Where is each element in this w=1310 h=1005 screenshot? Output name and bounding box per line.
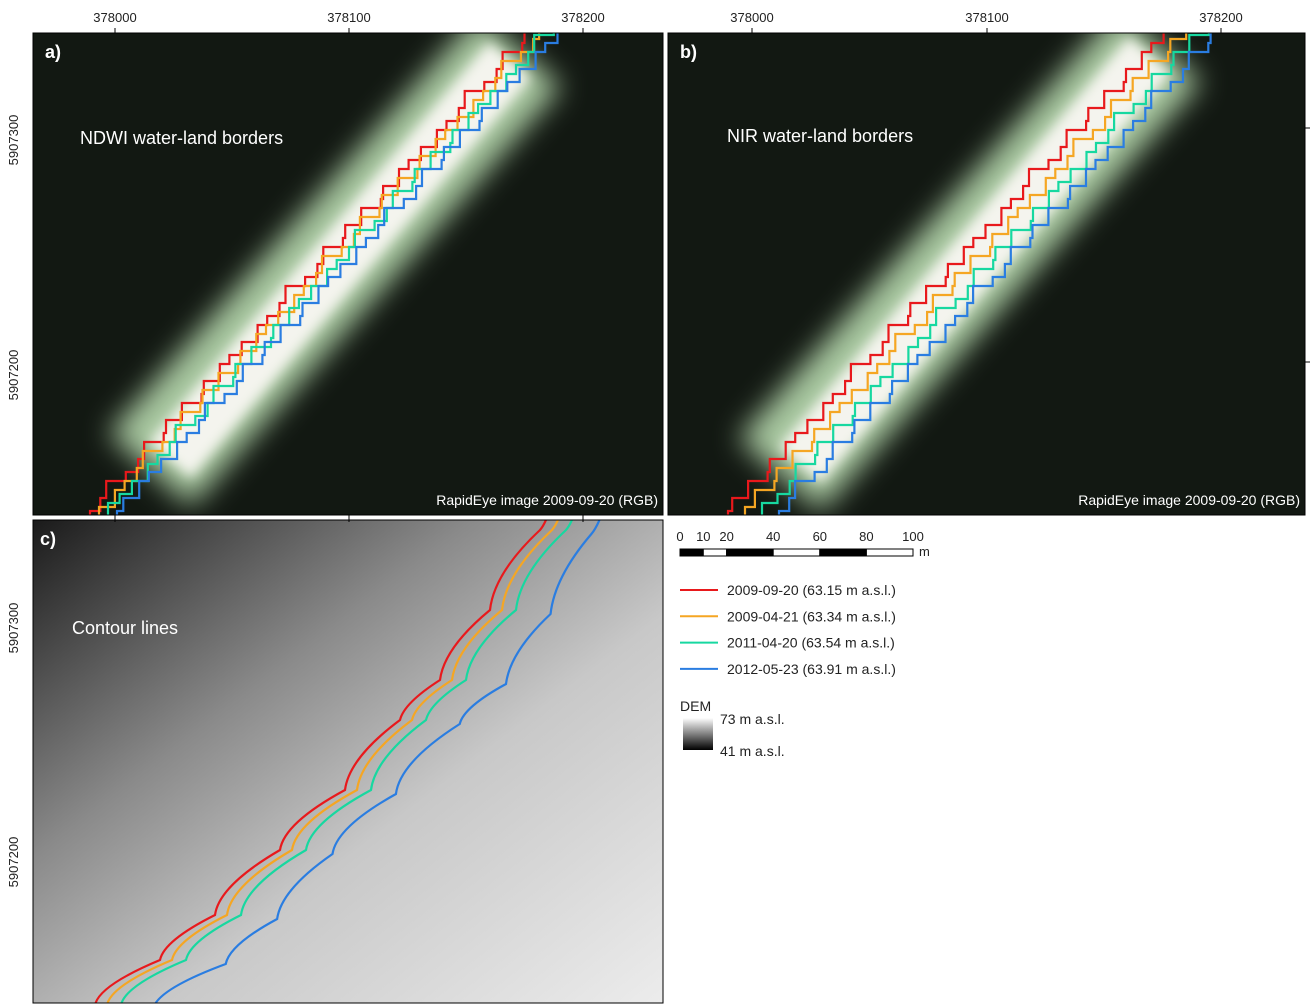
contour-line [120, 520, 574, 1003]
dem-ramp [683, 718, 713, 750]
y-coordinate-label: 5907300 [6, 115, 21, 166]
panel-frame [32, 519, 664, 1004]
scale-label: 0 [676, 529, 683, 544]
scale-label: 100 [902, 529, 924, 544]
image-credit: RapidEye image 2009-09-20 (RGB) [1078, 492, 1300, 508]
scale-unit: m [919, 544, 930, 559]
panel-frame [32, 32, 664, 516]
panel-c-image [33, 520, 663, 1003]
scale-label: 60 [813, 529, 827, 544]
panel-title: Contour lines [72, 618, 178, 638]
contour-line [106, 520, 560, 1003]
border-line [743, 33, 1188, 515]
legend-label: 2011-04-20 (63.54 m a.s.l.) [727, 635, 895, 651]
x-coordinate-label: 378000 [93, 10, 136, 25]
dem-low: 41 m a.s.l. [720, 743, 785, 759]
border-line [115, 33, 559, 515]
scale-label: 80 [859, 529, 873, 544]
panel-a-image [33, 33, 663, 515]
legend-label: 2012-05-23 (63.91 m a.s.l.) [727, 661, 896, 677]
scale-segment [702, 548, 728, 557]
panel-b-image [668, 33, 1305, 515]
panel-label: b) [680, 42, 697, 62]
x-coordinate-label: 378100 [965, 10, 1008, 25]
scale-segment [679, 548, 704, 557]
legend-label: 2009-04-21 (63.34 m a.s.l.) [727, 608, 896, 624]
legend-label: 2009-09-20 (63.15 m a.s.l.) [727, 582, 896, 598]
y-coordinate-label: 5907300 [6, 603, 21, 654]
border-line [726, 33, 1165, 515]
scale-segment [772, 548, 821, 557]
x-coordinate-label: 378200 [561, 10, 604, 25]
dem-title: DEM [680, 698, 711, 714]
border-line [106, 33, 555, 515]
panel-title: NIR water-land borders [727, 126, 913, 146]
image-credit: RapidEye image 2009-09-20 (RGB) [436, 492, 658, 508]
y-coordinate-label: 5907200 [6, 350, 21, 401]
border-line [760, 33, 1210, 515]
x-coordinate-label: 378200 [1199, 10, 1242, 25]
scale-label: 40 [766, 529, 780, 544]
contour-line [94, 520, 548, 1003]
scale-segment [819, 548, 867, 557]
dem-high: 73 m a.s.l. [720, 711, 785, 727]
scale-segment [726, 548, 774, 557]
border-line [88, 33, 526, 515]
x-coordinate-label: 378000 [730, 10, 773, 25]
contour-line [154, 520, 601, 1003]
scale-segment [865, 548, 914, 557]
scale-label: 20 [719, 529, 733, 544]
panel-title: NDWI water-land borders [80, 128, 283, 148]
scale-label: 10 [696, 529, 710, 544]
panel-label: c) [40, 529, 56, 549]
y-coordinate-label: 5907200 [6, 837, 21, 888]
x-coordinate-label: 378100 [327, 10, 370, 25]
panel-label: a) [45, 42, 61, 62]
border-line [777, 33, 1212, 515]
